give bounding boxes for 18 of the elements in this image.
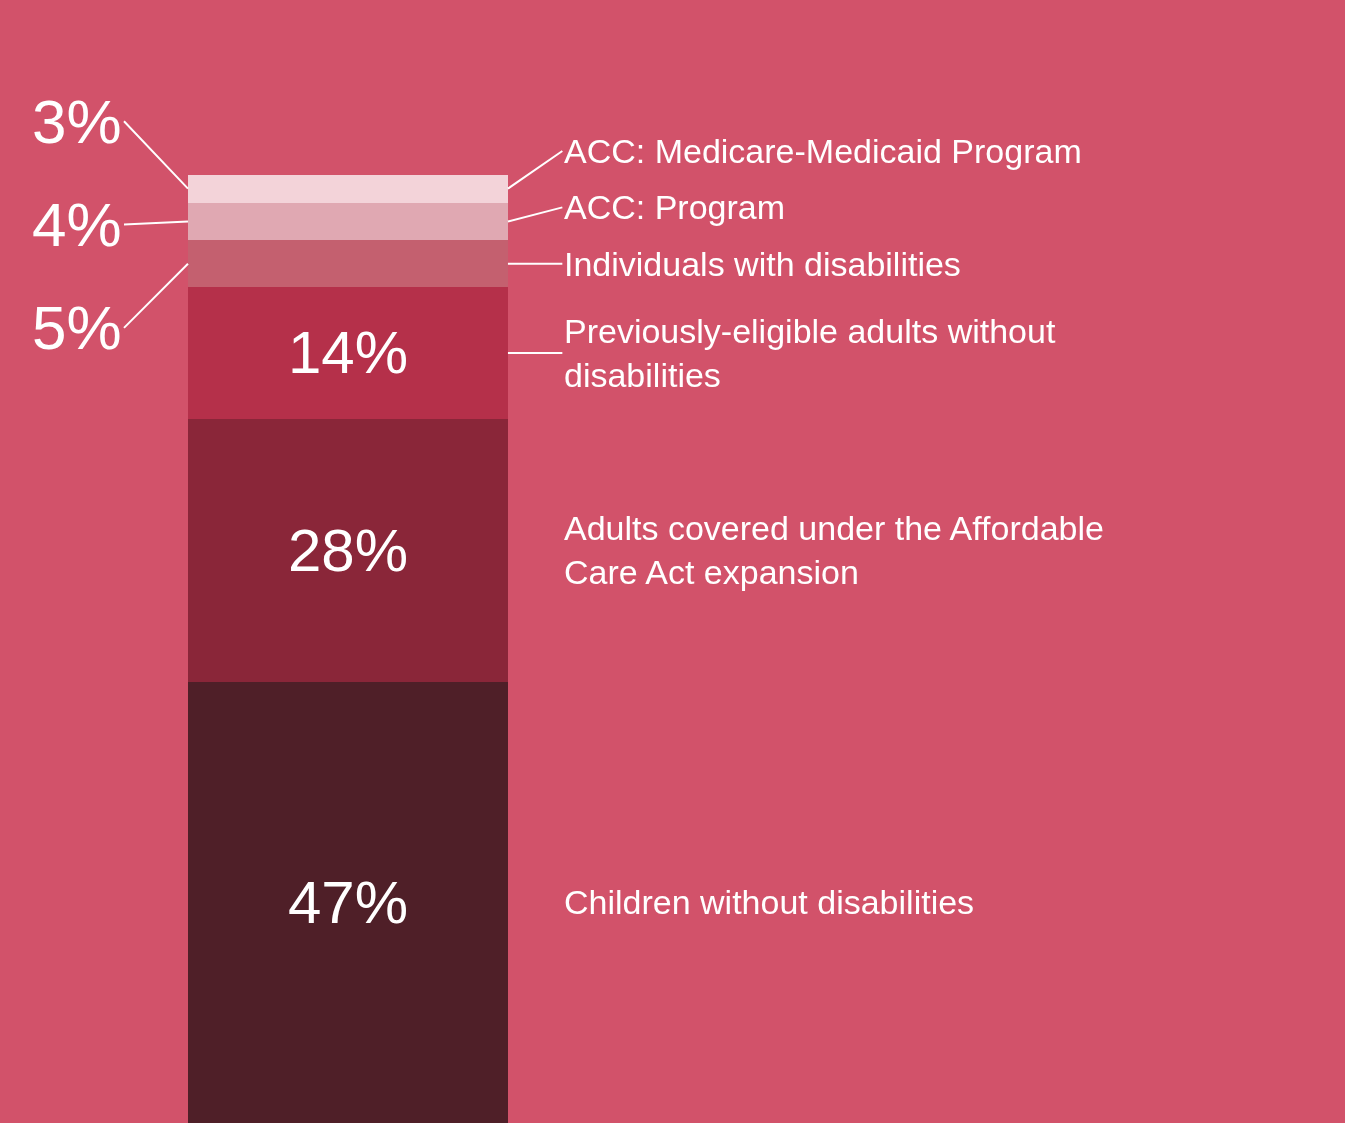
- series-label: Children without disabilities: [564, 883, 975, 921]
- series-label: Previously-eligible adults without disabilities: [564, 312, 1056, 395]
- bar: [187, 287, 508, 419]
- series-label: ACC: Program: [564, 188, 786, 226]
- data-label: 3%: [32, 87, 122, 156]
- bar: [187, 240, 508, 288]
- data-label: 14%: [287, 319, 409, 387]
- bar: [187, 681, 508, 1123]
- series-label: ACC: Medicare-Medicaid Program: [564, 132, 1082, 170]
- data-label: 28%: [287, 516, 409, 584]
- bar: [187, 418, 508, 682]
- bar: [187, 174, 508, 203]
- series-label: Individuals with disabilities: [564, 245, 961, 283]
- series-label: Adults covered under the Affordable Care Act expansion: [564, 509, 1104, 592]
- data-label: 47%: [287, 868, 409, 936]
- bar: [187, 202, 508, 241]
- data-label: 4%: [32, 190, 122, 259]
- data-label: 5%: [32, 293, 122, 362]
